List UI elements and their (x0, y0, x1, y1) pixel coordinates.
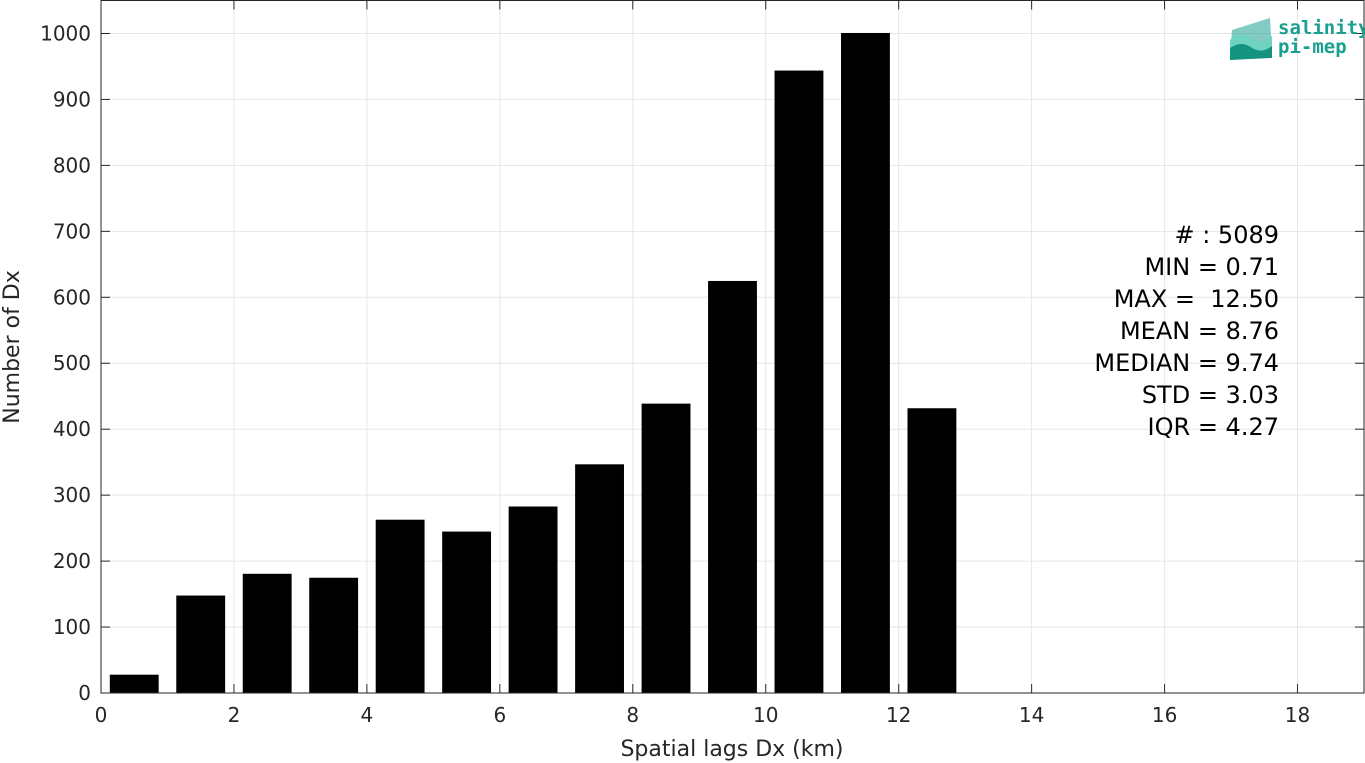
x-tick-label: 2 (228, 703, 241, 727)
histogram-bar (641, 403, 691, 694)
logo-text-line2: pi-mep (1278, 36, 1347, 58)
histogram-bar (375, 519, 425, 694)
y-tick-label: 600 (53, 285, 91, 309)
histogram-bar (774, 70, 824, 694)
plot-frame (100, 0, 1365, 694)
bar-layer (109, 32, 957, 694)
histogram-bar (309, 577, 359, 694)
stat-line: # : 5089 (1174, 221, 1279, 249)
stat-line: MAX = 12.50 (1114, 285, 1279, 313)
y-tick-label: 500 (53, 351, 91, 375)
x-tick-label: 6 (493, 703, 506, 727)
tick-layer: 0 2 4 6 8 10 12 14 16 18 0 100 200 300 400 500 600 700 800… (40, 0, 1364, 727)
y-tick-label: 400 (53, 417, 91, 441)
x-tick-label: 4 (361, 703, 374, 727)
x-tick-label: 14 (1019, 703, 1044, 727)
wave-logo-icon (1230, 18, 1272, 60)
x-tick-label: 8 (626, 703, 639, 727)
stat-line: IQR = 4.27 (1148, 413, 1279, 441)
stat-line: MEAN = 8.76 (1120, 317, 1279, 345)
y-tick-label: 700 (53, 219, 91, 243)
x-tick-label: 16 (1152, 703, 1177, 727)
stat-line: MIN = 0.71 (1144, 253, 1279, 281)
histogram-bar (575, 464, 624, 694)
histogram-bar (907, 408, 957, 694)
y-tick-label: 300 (53, 483, 91, 507)
histogram-bar (176, 595, 226, 694)
x-tick-label: 0 (95, 703, 108, 727)
x-tick-label: 12 (886, 703, 911, 727)
stats-box: # : 5089 MIN = 0.71 MAX = 12.50 MEAN = 8.76… (1094, 221, 1279, 441)
y-tick-label: 1000 (40, 21, 91, 45)
histogram-bar (708, 280, 757, 694)
histogram-bar (841, 32, 890, 694)
histogram-bar (242, 573, 292, 694)
salinity-pi-mep-logo: salinity pi-mep (1230, 17, 1365, 60)
y-tick-label: 800 (53, 153, 91, 177)
logo-text-line1: salinity (1278, 17, 1365, 39)
y-tick-label: 100 (53, 615, 91, 639)
x-tick-label: 10 (753, 703, 778, 727)
histogram-bar (508, 506, 558, 694)
y-tick-label: 0 (78, 681, 91, 705)
histogram-bar (442, 531, 492, 694)
x-axis-label: Spatial lags Dx (km) (620, 737, 843, 762)
y-axis-label: Number of Dx (0, 270, 25, 424)
x-tick-label: 18 (1285, 703, 1310, 727)
stat-line: MEDIAN = 9.74 (1094, 349, 1279, 377)
y-tick-label: 900 (53, 87, 91, 111)
y-tick-label: 200 (53, 549, 91, 573)
histogram-bar (109, 674, 159, 694)
stat-line: STD = 3.03 (1142, 381, 1279, 409)
